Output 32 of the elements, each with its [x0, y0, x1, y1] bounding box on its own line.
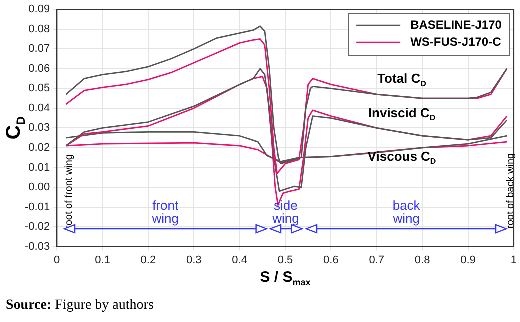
y-tick-label: 0.04	[28, 102, 50, 114]
y-tick-label: -0.01	[24, 201, 50, 214]
annotation: root of back wing	[505, 153, 516, 230]
x-tick-label: 1	[510, 254, 518, 266]
y-axis-title: CD	[3, 116, 28, 140]
y-tick-label: 0.03	[28, 122, 50, 134]
legend-label: BASELINE-J170	[410, 18, 502, 32]
y-tick-label: -0.02	[24, 221, 50, 234]
y-tick-label: -0.03	[24, 240, 50, 253]
y-tick-label: 0.00	[28, 182, 50, 194]
x-tick-label: 0.5	[278, 254, 294, 266]
annotation: side wing	[272, 198, 300, 226]
y-tick-label: 0.07	[28, 43, 50, 56]
annotation: back wing	[392, 198, 421, 226]
y-tick-label: 0.05	[28, 82, 50, 95]
x-tick-label: 0.8	[414, 254, 430, 266]
x-tick-label: 0.3	[186, 254, 202, 266]
y-tick-label: 0.02	[28, 142, 50, 154]
y-tick-label: 0.08	[28, 23, 50, 36]
x-tick-label: 0.7	[369, 254, 385, 266]
x-tick-label: 0.2	[140, 254, 156, 266]
x-tick-label: 0.9	[460, 254, 476, 266]
x-tick-label: 0.4	[232, 254, 248, 266]
x-tick-label: 0.1	[95, 254, 110, 266]
y-tick-label: 0.09	[28, 4, 50, 16]
x-tick-label: 0.6	[324, 254, 339, 266]
y-tick-label: 0.01	[28, 162, 50, 174]
source-note: Source: Figure by authors	[6, 298, 154, 313]
annotation: front wing	[151, 198, 179, 226]
legend-label: WS-FUS-J170-C	[410, 34, 502, 49]
x-tick-label: 0	[54, 254, 60, 266]
y-tick-label: 0.06	[28, 62, 50, 75]
